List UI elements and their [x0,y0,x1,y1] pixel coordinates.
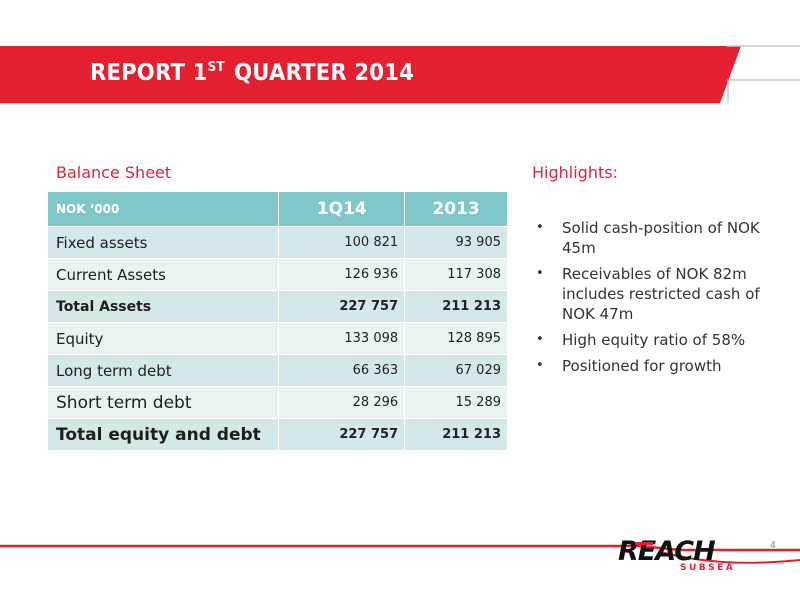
svg-text:REACH: REACH [618,536,716,567]
logo-subsea-text: SUBSEA [680,563,736,573]
row-value-2013: 211 213 [404,418,508,451]
highlights-label: Highlights: [532,163,618,182]
column-header-2013: 2013 [404,191,508,227]
row-value-1q14: 227 757 [278,290,406,323]
row-value-2013: 128 895 [404,322,508,355]
column-header-1q14: 1Q14 [278,191,406,227]
column-header-unit: NOK ‘000 [46,191,280,227]
row-label: Fixed assets [46,226,280,259]
table-row-total: Total equity and debt 227 757 211 213 [46,418,508,451]
row-label: Short term debt [46,386,280,419]
table-row-total: Total Assets 227 757 211 213 [46,290,508,323]
reach-subsea-logo: REACH [618,536,717,567]
row-label: Current Assets [46,258,280,291]
row-value-2013: 211 213 [404,290,508,323]
list-item: • Positioned for growth [536,357,722,375]
table-row: Equity 133 098 128 895 [46,322,508,355]
row-value-1q14: 133 098 [278,322,406,355]
row-value-1q14: 100 821 [278,226,406,259]
row-label: Equity [46,322,280,355]
page-number: 4 [770,540,776,551]
row-value-2013: 15 289 [404,386,508,419]
bullet-icon: • [536,358,544,373]
row-value-2013: 93 905 [404,226,508,259]
list-item: • Receivables of NOK 82m includes restric… [536,265,760,323]
bullet-icon: • [536,220,544,235]
bullet-icon: • [536,332,544,347]
row-value-1q14: 28 296 [278,386,406,419]
row-value-1q14: 126 936 [278,258,406,291]
row-label: Total Assets [46,290,280,323]
header-banner [0,45,800,103]
footer-swoosh [0,544,800,564]
bullet-icon: • [536,266,544,281]
table-row: Short term debt 28 296 15 289 [46,386,508,419]
list-item: • Solid cash-position of NOK 45m [536,219,760,257]
table-row: Current Assets 126 936 117 308 [46,258,508,291]
row-value-2013: 117 308 [404,258,508,291]
balance-sheet-table: NOK ‘000 1Q14 2013 Fixed assets 100 821 … [46,191,508,451]
table-header-row: NOK ‘000 1Q14 2013 [46,191,508,227]
row-value-1q14: 66 363 [278,354,406,387]
list-item: • High equity ratio of 58% [536,331,746,349]
page-title: REPORT 1ST QUARTER 2014 [90,60,415,86]
balance-sheet-label: Balance Sheet [56,163,172,182]
table-row: Fixed assets 100 821 93 905 [46,226,508,259]
row-label: Total equity and debt [46,418,280,451]
highlights-list: • Solid cash-position of NOK 45m • Receiva… [532,218,772,382]
table-row: Long term debt 66 363 67 029 [46,354,508,387]
row-value-2013: 67 029 [404,354,508,387]
row-value-1q14: 227 757 [278,418,406,451]
row-label: Long term debt [46,354,280,387]
